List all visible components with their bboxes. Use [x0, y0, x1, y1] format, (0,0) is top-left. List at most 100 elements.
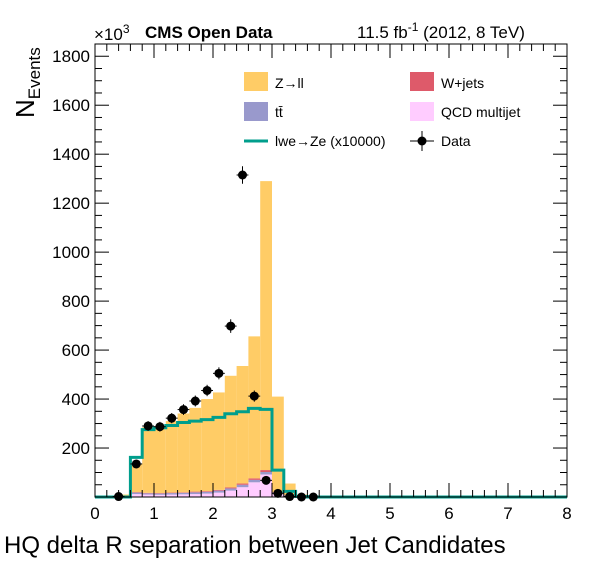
bar-qcd-13 [248, 482, 261, 497]
y-tick-label: 1400 [52, 145, 90, 164]
bar-zll-5 [154, 428, 166, 494]
data-point [236, 166, 249, 184]
y-tick-label: 600 [62, 341, 90, 360]
y-exponent-label: ×103 [94, 22, 130, 44]
y-tick-label: 400 [62, 390, 90, 409]
y-tick-label: 1000 [52, 243, 90, 262]
bar-qcd-8 [189, 494, 202, 497]
data-point [130, 459, 143, 469]
bar-zll-3 [130, 463, 143, 493]
bar-zll-10 [213, 392, 225, 490]
bar-qcd-10 [213, 492, 225, 497]
bar-zll-16 [283, 483, 296, 496]
x-axis-title: HQ delta R separation between Jet Candid… [4, 532, 506, 559]
legend-label-signal: lwe→Ze (x10000) [275, 133, 386, 149]
data-point [154, 421, 166, 432]
luminosity-label: 11.5 fb-1 (2012, 8 TeV) [357, 20, 525, 42]
data-point-marker [155, 422, 165, 432]
bar-qcd-9 [201, 493, 213, 497]
legend-label-qcd: QCD multijet [441, 104, 520, 120]
bar-ttbar-8 [189, 492, 202, 495]
x-tick-label: 4 [326, 504, 335, 523]
legend-label-zll: Z→ll [275, 75, 304, 91]
bar-qcd-4 [142, 494, 154, 497]
data-point-marker [214, 368, 224, 378]
data-point [213, 367, 225, 380]
bar-ttbar-5 [154, 493, 166, 495]
bar-qcd-6 [165, 494, 178, 497]
x-tick-label: 5 [385, 504, 394, 523]
bar-ttbar-14 [260, 472, 272, 475]
bar-wjets-10 [213, 489, 225, 491]
stacked-bars [118, 181, 308, 497]
bar-ttbar-11 [224, 488, 237, 491]
legend-swatch-data [410, 131, 434, 151]
legend-label-ttbar: tt̄ [275, 104, 283, 120]
bar-wjets-11 [224, 487, 237, 489]
axes-ticks: 0 1 2 3 4 5 6 7 8 200 400 600 800 1000 1200 1400 1600 180… [52, 43, 572, 523]
data-point [248, 390, 261, 402]
legend-label-wjets: W+jets [441, 75, 484, 91]
data-point-marker [226, 321, 236, 331]
data-point-marker [143, 421, 153, 431]
bar-qcd-14 [260, 474, 272, 497]
bar-zll-15 [272, 396, 284, 493]
data-point-marker [167, 413, 177, 423]
experiment-label: CMS Open Data [145, 23, 273, 42]
legend-swatch-zll [244, 72, 268, 91]
bar-ttbar-4 [142, 493, 154, 495]
x-tick-label: 6 [444, 504, 453, 523]
legend-swatch-wjets [410, 72, 434, 91]
bar-ttbar-9 [201, 491, 213, 494]
bar-zll-7 [177, 413, 190, 493]
data-point [272, 488, 284, 498]
bar-wjets-9 [201, 491, 213, 492]
bar-wjets-12 [236, 483, 249, 485]
bar-ttbar-10 [213, 490, 225, 493]
bar-qcd-5 [154, 494, 166, 497]
data-point-marker [202, 385, 212, 395]
legend: Z→ll W+jets tt̄ QCD multijet lwe→Ze (x10… [244, 72, 520, 151]
bar-qcd-7 [177, 494, 190, 497]
bar-zll-11 [224, 375, 237, 488]
y-tick-label: 1200 [52, 194, 90, 213]
bar-zll-9 [201, 399, 213, 492]
x-tick-label: 0 [90, 504, 99, 523]
data-point [177, 404, 190, 415]
y-tick-label: 1600 [52, 96, 90, 115]
bar-zll-4 [142, 427, 154, 493]
data-point-marker [179, 405, 188, 415]
data-point [201, 384, 213, 397]
legend-swatch-qcd [410, 102, 434, 121]
bar-zll-2 [118, 494, 131, 496]
data-point-marker [249, 391, 259, 401]
bar-wjets-14 [260, 470, 272, 473]
bar-zll-14 [260, 181, 272, 471]
bar-ttbar-6 [165, 493, 178, 495]
x-tick-label: 3 [267, 504, 276, 523]
bar-wjets-13 [248, 478, 261, 480]
legend-label-data: Data [441, 133, 471, 149]
data-point-marker [238, 170, 247, 180]
y-axis-title: NEvents [10, 47, 44, 118]
bar-zll-12 [236, 365, 249, 484]
data-point [165, 413, 178, 424]
bar-qcd-12 [236, 487, 249, 497]
data-point [260, 475, 272, 485]
x-tick-label: 1 [149, 504, 158, 523]
bar-zll-6 [165, 421, 178, 493]
y-tick-label: 200 [62, 439, 90, 458]
data-point-marker [261, 475, 271, 485]
x-tick-label: 7 [503, 504, 512, 523]
data-point-marker [131, 459, 141, 469]
legend-swatch-ttbar [244, 102, 268, 121]
data-point [142, 421, 154, 431]
bar-ttbar-7 [177, 492, 190, 495]
y-tick-label: 800 [62, 292, 90, 311]
data-point [189, 395, 202, 407]
y-tick-label: 1800 [52, 47, 90, 66]
x-tick-label: 2 [208, 504, 217, 523]
bar-ttbar-12 [236, 484, 249, 488]
data-point [224, 319, 237, 333]
